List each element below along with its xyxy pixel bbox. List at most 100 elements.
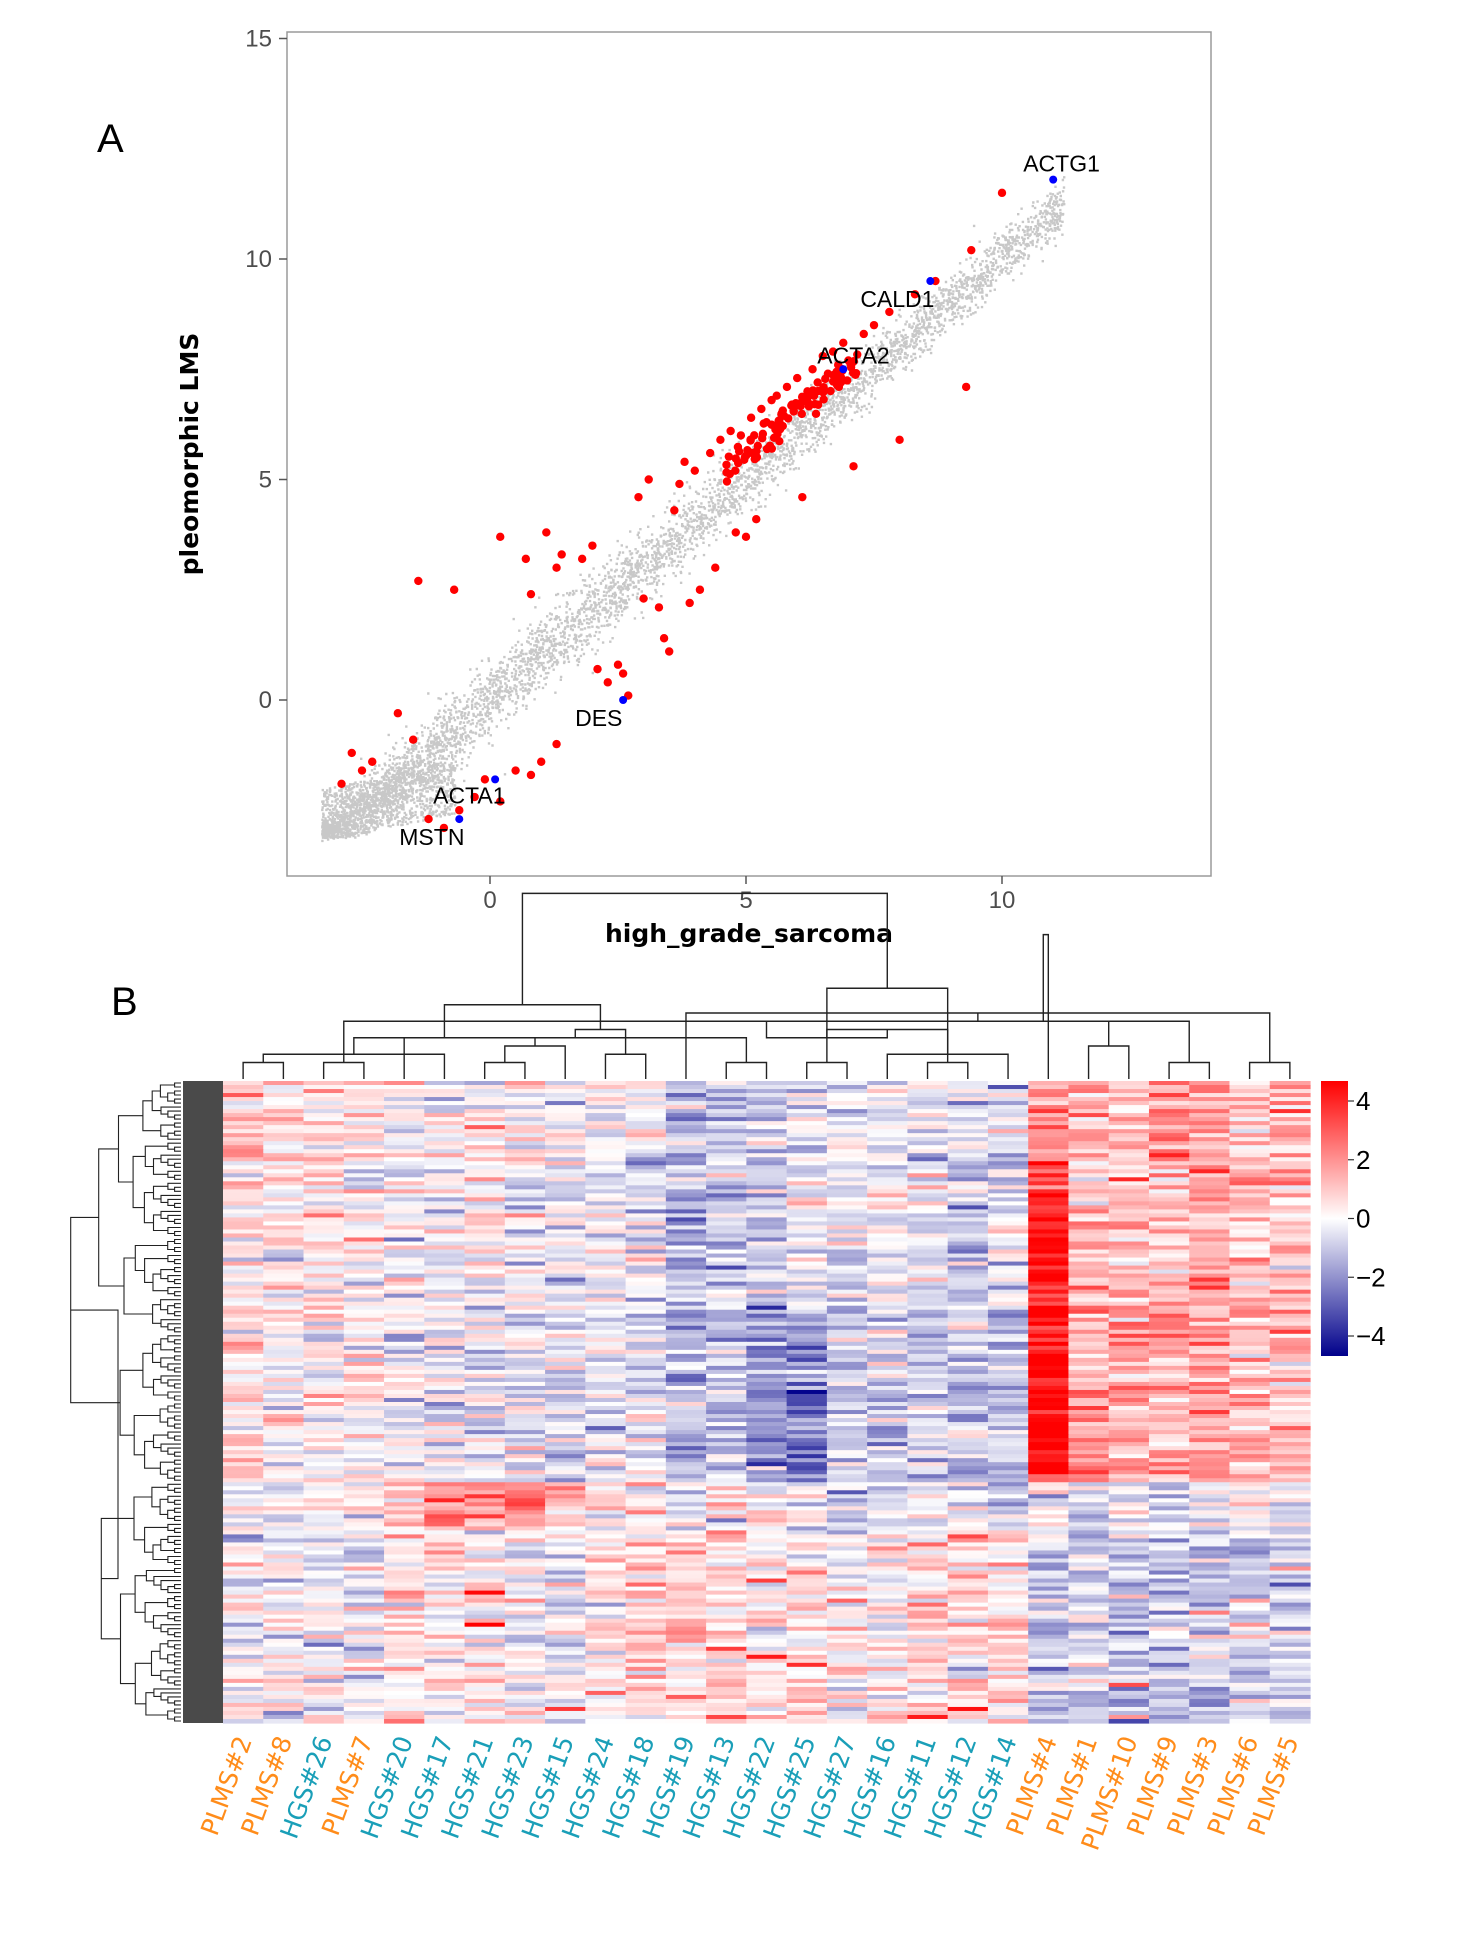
heatmap-cell <box>786 1237 828 1243</box>
heatmap-cell <box>384 1113 425 1118</box>
heatmap-cell <box>867 1201 909 1206</box>
heatmap-cell <box>1108 1658 1150 1664</box>
heatmap-cell <box>907 1554 949 1560</box>
heatmap-cell <box>907 1474 949 1479</box>
heatmap-cell <box>585 1245 627 1251</box>
heatmap-cell <box>1028 1694 1070 1700</box>
background-point-cloud <box>321 176 1066 843</box>
heatmap-cell <box>424 1406 466 1411</box>
heatmap-cell <box>464 1237 506 1243</box>
heatmap-cell <box>987 1530 1029 1536</box>
heatmap-cell <box>1108 1309 1150 1315</box>
heatmap-cell <box>1108 1670 1150 1676</box>
heatmap-cell <box>1108 1638 1150 1644</box>
heatmap-cell <box>1028 1718 1070 1724</box>
heatmap-cell <box>665 1690 707 1696</box>
heatmap-cell <box>1189 1201 1231 1206</box>
heatmap-cell <box>303 1285 345 1291</box>
heatmap-cell <box>786 1530 828 1536</box>
heatmap-cell <box>746 1578 788 1584</box>
heatmap-cell <box>947 1602 989 1608</box>
heatmap-cell <box>947 1538 989 1544</box>
heatmap-cell <box>1028 1117 1070 1122</box>
heatmap-cell <box>1108 1510 1150 1515</box>
heatmap-cell <box>1108 1177 1150 1182</box>
heatmap-cell <box>786 1690 828 1696</box>
heatmap-cell <box>706 1241 747 1247</box>
heatmap-cell <box>343 1534 385 1540</box>
heatmap-cell <box>625 1666 667 1672</box>
heatmap-cell <box>947 1177 989 1182</box>
heatmap-cell <box>786 1329 828 1335</box>
heatmap-cell <box>625 1265 667 1271</box>
heatmap-cell <box>1028 1149 1070 1154</box>
heatmap-cell <box>947 1389 989 1395</box>
heatmap-cell <box>545 1598 586 1604</box>
heatmap-cell <box>303 1578 345 1584</box>
heatmap-cell <box>665 1506 707 1511</box>
heatmap-cell <box>424 1373 466 1379</box>
heatmap-cell <box>585 1181 627 1186</box>
heatmap-cell <box>1068 1265 1110 1271</box>
heatmap-cell <box>706 1634 747 1640</box>
heatmap-cell <box>1269 1630 1311 1636</box>
heatmap-cell <box>786 1590 828 1596</box>
heatmap-cell <box>545 1402 586 1407</box>
heatmap-cell <box>1229 1550 1271 1556</box>
heatmap-cell <box>1189 1494 1231 1499</box>
heatmap-cell <box>303 1233 345 1239</box>
heatmap-cell <box>223 1562 264 1568</box>
heatmap-cell <box>303 1197 345 1202</box>
heatmap-cell <box>303 1502 345 1507</box>
heatmap-cell <box>746 1630 788 1636</box>
heatmap-cell <box>947 1341 989 1347</box>
heatmap-cell <box>706 1682 747 1688</box>
heatmap-cell <box>424 1213 466 1219</box>
heatmap-cell <box>1148 1345 1190 1351</box>
heatmap-cell <box>1148 1245 1190 1251</box>
heatmap-cell <box>706 1361 747 1367</box>
heatmap-cell <box>1269 1397 1311 1403</box>
heatmap-cell <box>786 1406 828 1411</box>
heatmap-cell <box>706 1237 747 1243</box>
heatmap-cell <box>223 1490 264 1495</box>
heatmap-cell <box>464 1245 506 1251</box>
heatmap-cell <box>625 1373 667 1379</box>
heatmap-cell <box>1189 1582 1231 1588</box>
heatmap-cell <box>384 1502 425 1507</box>
heatmap-cell <box>223 1201 264 1206</box>
heatmap-cell <box>987 1694 1029 1700</box>
heatmap-cell <box>786 1706 828 1712</box>
heatmap-cell <box>343 1145 385 1150</box>
heatmap-cell <box>826 1594 868 1600</box>
heatmap-cell <box>826 1718 868 1724</box>
heatmap-cell <box>786 1257 828 1263</box>
heatmap-cell <box>464 1185 506 1190</box>
heatmap-cell <box>1269 1698 1311 1704</box>
heatmap-cell <box>303 1686 345 1692</box>
heatmap-cell <box>1068 1093 1110 1098</box>
heatmap-cell <box>1189 1490 1231 1495</box>
heatmap-cell <box>947 1470 989 1475</box>
heatmap-cell <box>867 1566 909 1572</box>
heatmap-cell <box>867 1145 909 1150</box>
heatmap-cell <box>665 1369 707 1375</box>
heatmap-cell <box>706 1365 747 1371</box>
heatmap-cell <box>303 1642 345 1648</box>
heatmap-cell <box>746 1277 788 1283</box>
heatmap-cell <box>867 1402 909 1407</box>
heatmap-cell <box>947 1185 989 1190</box>
heatmap-cell <box>464 1189 506 1194</box>
heatmap-cell <box>263 1385 305 1391</box>
heatmap-cell <box>746 1253 788 1259</box>
heatmap-cell <box>867 1646 909 1652</box>
heatmap-cell <box>625 1402 667 1407</box>
heatmap-cell <box>947 1181 989 1186</box>
heatmap-cell <box>263 1249 305 1255</box>
heatmap-cell <box>343 1169 385 1174</box>
heatmap-cell <box>907 1714 949 1720</box>
heatmap-cell <box>625 1161 667 1166</box>
heatmap-cell <box>585 1606 627 1612</box>
heatmap-cell <box>585 1141 627 1146</box>
heatmap-cell <box>907 1293 949 1299</box>
